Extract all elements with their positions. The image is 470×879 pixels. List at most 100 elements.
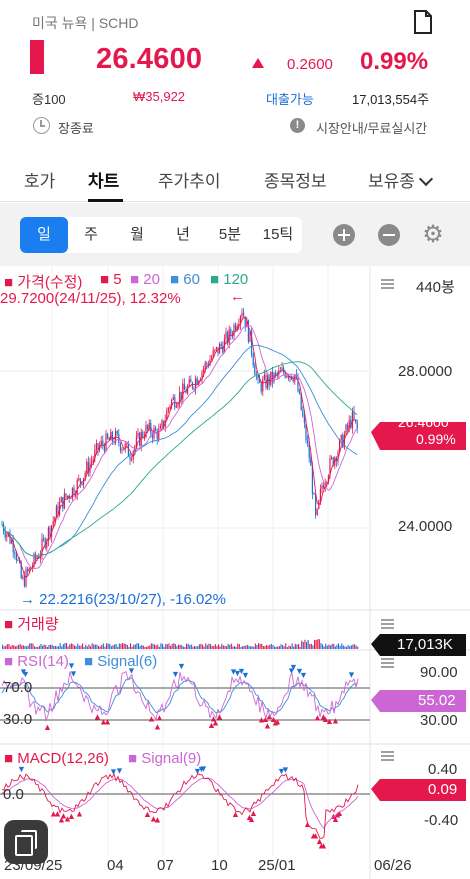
rsi-tag <box>371 690 466 712</box>
zoom-out-button[interactable] <box>378 224 400 246</box>
gear-icon[interactable]: ⚙ <box>422 221 444 248</box>
stock-chart[interactable]: ▼ ▼ ▲ ▼ ▼ ▲ ▲ ▲ ▼ ▲ ▲ ▲ ▼ ▼ ▲ ▲ ▲ ▲ ▼ ▼ ▼ ▼ ▲ ▲ ▲ ▲ ▲ ▲ ▲ ▼ ▼ ▼ ▼ ▲ ▲ ▲ ▲ ▲ ▼ … <box>0 266 470 879</box>
period-week[interactable]: 주 <box>84 226 98 243</box>
svg-text:▲: ▲ <box>319 711 328 721</box>
svg-text:▲: ▲ <box>325 716 334 726</box>
svg-text:▲: ▲ <box>329 811 338 821</box>
svg-text:▲: ▲ <box>333 809 342 819</box>
rsi-title: ■ RSI(14) <box>4 653 69 670</box>
current-price-tag: 26.4600 <box>398 414 449 430</box>
market-info-link[interactable]: 시장안내/무료실시간 <box>316 121 428 136</box>
svg-text:▼: ▼ <box>229 667 238 677</box>
svg-text:▲: ▲ <box>231 809 240 819</box>
svg-text:▲: ▲ <box>211 717 220 727</box>
copy-button[interactable] <box>4 820 48 864</box>
svg-text:▲: ▲ <box>257 714 266 724</box>
trade-volume: 17,013,554주 <box>352 92 430 107</box>
document-icon[interactable] <box>414 10 432 34</box>
svg-text:▼: ▼ <box>127 666 136 676</box>
chart-canvas: ▼▼▲▼▼▲▲▲▼▲▲▲▼▼▲▲▲▲▼▼▼▼▲▲▲▲▲▲▲▼▼▼▼▲▲▲▲▲▼ … <box>0 266 470 879</box>
current-pct-tag: 0.99% <box>416 431 456 447</box>
svg-text:▼: ▼ <box>199 764 208 774</box>
svg-text:▼: ▼ <box>289 662 298 672</box>
svg-text:▲: ▲ <box>215 712 224 722</box>
svg-text:▲: ▲ <box>261 714 270 724</box>
svg-text:▼: ▼ <box>17 764 26 774</box>
tab-bar: 호가 차트 주가추이 종목정보 보유종 <box>0 160 470 202</box>
high-arrow-icon: ← <box>230 288 245 305</box>
svg-text:▲: ▲ <box>57 814 66 824</box>
rsi-signal-title: ■ Signal(6) <box>84 653 158 670</box>
svg-text:▼: ▼ <box>109 767 118 777</box>
macd-axis-neg040: -0.40 <box>424 812 459 829</box>
volume-tag-value: 17,013K <box>397 636 453 653</box>
svg-text:▲: ▲ <box>245 812 254 822</box>
rsi-level-30: 30.0 <box>3 711 33 728</box>
svg-text:▼: ▼ <box>241 670 250 680</box>
svg-text:▲: ▲ <box>331 715 340 725</box>
macd-pane: ▼▲▲▲▲▲▲ ▲▼▼▲▲▲▼▼▼▲ ▲▲▲▼▼▲▲▲▲▲▲▲▲▲▲ <box>0 764 370 850</box>
svg-text:▲: ▲ <box>147 714 156 724</box>
rsi-level-70: 70.0 <box>3 679 33 696</box>
svg-text:▲: ▲ <box>247 814 256 824</box>
x-label-5: 06/26 <box>374 857 412 874</box>
svg-text:▲: ▲ <box>313 712 322 722</box>
svg-text:▼: ▼ <box>281 765 290 775</box>
svg-text:▲: ▲ <box>209 713 218 723</box>
svg-text:▲: ▲ <box>271 717 280 727</box>
ma60-legend: ■ 60 <box>170 271 200 288</box>
svg-text:▲: ▲ <box>63 813 72 823</box>
tab-orderbook[interactable]: 호가 <box>24 172 56 191</box>
svg-text:▼: ▼ <box>277 766 286 776</box>
price-flag <box>30 40 44 74</box>
period-15tick[interactable]: 15틱 <box>262 226 294 243</box>
svg-text:▲: ▲ <box>263 720 272 730</box>
up-arrow-icon <box>252 58 264 68</box>
svg-text:▲: ▲ <box>59 810 68 820</box>
svg-text:▼: ▼ <box>177 661 186 671</box>
macd-level-0: 0.0 <box>3 786 24 803</box>
period-month[interactable]: 월 <box>130 226 144 243</box>
tab-stock-info[interactable]: 종목정보 <box>264 172 327 191</box>
svg-text:▲: ▲ <box>155 712 164 722</box>
loan-available-link[interactable]: 대출가능 <box>266 92 314 107</box>
tab-price-trend[interactable]: 주가추이 <box>158 172 221 191</box>
info-icon[interactable]: ! <box>290 118 305 133</box>
svg-text:▼: ▼ <box>171 669 180 679</box>
period-selector: 일 주 월 년 5분 15틱 <box>20 217 302 253</box>
svg-text:▼: ▼ <box>21 669 30 679</box>
volume-tag <box>371 634 466 656</box>
svg-text:▼: ▼ <box>287 666 296 676</box>
svg-text:▼: ▼ <box>233 668 242 678</box>
macd-signal-title: ■ Signal(9) <box>128 750 202 767</box>
period-day[interactable]: 일 <box>20 217 68 253</box>
period-5min[interactable]: 5분 <box>218 226 242 243</box>
svg-text:▲: ▲ <box>93 712 102 722</box>
svg-text:▲: ▲ <box>315 836 324 846</box>
price-pane <box>1 307 358 588</box>
svg-text:▲: ▲ <box>207 720 216 730</box>
svg-text:▲: ▲ <box>317 840 326 850</box>
tab-chart[interactable]: 차트 <box>88 172 120 191</box>
macd-title: ■ MACD(12,26) <box>4 750 109 767</box>
rsi-tag-value: 55.02 <box>418 692 456 709</box>
svg-text:▲: ▲ <box>75 808 84 818</box>
high-annotation: 29.7200(24/11/25), 12.32% <box>0 290 181 307</box>
svg-text:▲: ▲ <box>249 808 258 818</box>
y-label-28: 28.0000 <box>398 363 453 380</box>
svg-text:▲: ▲ <box>143 809 152 819</box>
price-tag <box>371 422 466 450</box>
svg-text:▼: ▼ <box>197 764 206 774</box>
rsi-axis-90: 90.00 <box>420 664 458 681</box>
tab-holdings[interactable]: 보유종 <box>368 172 415 191</box>
svg-text:▲: ▲ <box>43 722 52 732</box>
svg-text:▼: ▼ <box>19 667 28 677</box>
svg-text:▼: ▼ <box>67 661 76 671</box>
candle-count: 440봉 <box>416 279 455 296</box>
market-symbol: 미국 뉴욕 | SCHD <box>32 15 139 31</box>
period-year[interactable]: 년 <box>176 226 190 243</box>
svg-text:▲: ▲ <box>273 717 282 727</box>
svg-text:▼: ▼ <box>237 666 246 676</box>
low-annotation-text: 22.2216(23/10/27), -16.02% <box>39 591 226 608</box>
zoom-in-button[interactable] <box>333 224 355 246</box>
